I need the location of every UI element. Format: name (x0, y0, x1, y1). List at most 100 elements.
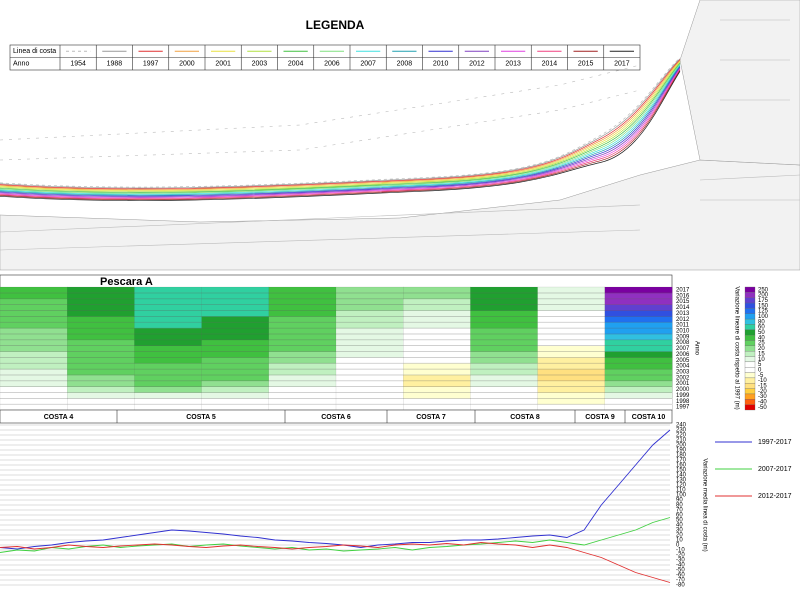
colorbar-swatch (744, 372, 756, 379)
heat-y-tick-label: 2003 (676, 370, 690, 376)
colorbar-tick-label: 175 (758, 298, 769, 304)
series-line (0, 517, 671, 553)
heat-cell (403, 345, 471, 352)
costa-label: COSTA 4 (44, 414, 74, 421)
heat-cell (0, 357, 68, 364)
heat-cell (470, 374, 538, 382)
y-tick-label: 10 (676, 538, 683, 544)
heat-cell (268, 351, 337, 358)
heat-cell (403, 339, 471, 346)
y-tick-label: -10 (676, 548, 685, 554)
heat-y-tick-label: 2010 (676, 329, 690, 335)
heat-cell (604, 363, 673, 370)
line-chart: 2402302202102001901801701601501401301201… (0, 423, 792, 589)
heat-cell (134, 298, 202, 305)
line-y-label: Variazione media linea di costa (m) (701, 458, 707, 551)
heat-cell (268, 304, 337, 311)
heat-cell (67, 316, 135, 323)
y-tick-label: -80 (676, 583, 685, 589)
heat-cell (67, 363, 135, 370)
heat-cell (604, 357, 673, 364)
heat-cell (604, 351, 673, 358)
coast-line (0, 68, 681, 199)
heat-cell (67, 333, 135, 341)
heat-cell (537, 357, 606, 364)
heat-cell (470, 380, 538, 387)
heat-cell (403, 304, 471, 311)
legend-year: 2007 (360, 61, 376, 68)
y-tick-label: 230 (676, 428, 687, 434)
heat-y-tick-label: 2017 (676, 288, 690, 294)
heat-cell (335, 392, 404, 399)
colorbar-tick-label: 80 (758, 319, 765, 325)
map (0, 0, 800, 271)
heat-cell (67, 322, 135, 329)
legend-year: 2003 (252, 61, 268, 68)
colorbar-swatch (744, 302, 756, 309)
heat-cell (470, 292, 538, 300)
colorbar-swatch (744, 377, 756, 384)
legend-year: 2014 (542, 61, 558, 68)
heat-cell (268, 339, 337, 346)
heat-cell (604, 292, 673, 300)
heat-cell (335, 286, 404, 294)
heat-cell (0, 345, 68, 352)
y-tick-label: 140 (676, 473, 687, 479)
heat-cell (268, 392, 337, 399)
heat-cell (470, 333, 538, 341)
heat-cell (67, 345, 135, 352)
heat-cell (67, 386, 135, 393)
heat-cell (0, 339, 68, 346)
y-tick-label: 70 (676, 508, 683, 514)
colorbar-tick-label: 0 (758, 367, 762, 373)
costa-row: COSTA 4 COSTA 5 COSTA 6 COSTA 7 COSTA 8 COSTA… (0, 409, 673, 424)
heat-cell (604, 380, 673, 387)
coast-line (0, 62, 681, 193)
y-tick-label: -20 (676, 553, 685, 559)
heat-cell (470, 392, 538, 399)
legend-year: 2017 (614, 61, 630, 68)
heat-y-tick-label: 2013 (676, 311, 690, 317)
heat-cell (537, 351, 606, 358)
heat-cell (67, 286, 135, 294)
colorbar-swatch (744, 393, 756, 400)
colorbar-tick-label: 20 (758, 346, 765, 352)
colorbar-tick-label: 150 (758, 303, 769, 309)
colorbar-tick-label: 25 (758, 341, 765, 347)
heat-cell (134, 322, 202, 329)
coast-line (0, 69, 681, 200)
y-tick-label: 240 (676, 423, 687, 429)
y-tick-label: 210 (676, 438, 687, 444)
heatmap-title: Pescara A (100, 276, 153, 288)
heat-cell (537, 404, 606, 411)
heat-cell (537, 392, 606, 399)
colorbar-swatch (744, 297, 756, 304)
heat-cell (134, 351, 202, 358)
heat-y-tick-label: 1997 (676, 405, 690, 411)
row-label: Anno (13, 61, 29, 68)
heat-cell (0, 316, 68, 323)
heat-cell (335, 398, 404, 405)
heat-cell (470, 368, 538, 376)
heat-cell (470, 398, 538, 405)
heat-y-tick-label: 2009 (676, 334, 690, 340)
colorbar-tick-label: 100 (758, 314, 769, 320)
heat-cell (201, 316, 270, 323)
heat-cell (470, 298, 538, 305)
colorbar-swatch (744, 356, 756, 363)
coast-line (0, 65, 681, 196)
heat-cell (201, 368, 270, 376)
heat-cell (537, 310, 606, 317)
legend-year: 2006 (324, 61, 340, 68)
legend-label: 1997-2017 (758, 439, 792, 446)
heat-cell (335, 374, 404, 382)
heat-cell (134, 333, 202, 341)
heat-y-tick-label: 1999 (676, 393, 690, 399)
colorbar-tick-label: 50 (758, 330, 765, 336)
heat-cell (403, 316, 471, 323)
heat-cell (403, 404, 471, 411)
y-tick-label: 50 (676, 518, 683, 524)
land (0, 159, 800, 271)
heat-cell (134, 316, 202, 323)
heat-cell (0, 304, 68, 311)
